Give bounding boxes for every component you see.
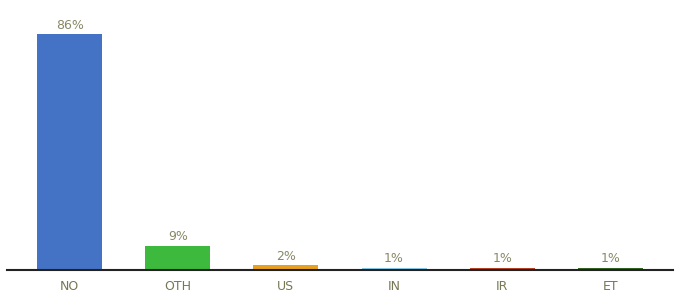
Text: 2%: 2% bbox=[276, 250, 296, 263]
Bar bbox=[362, 268, 426, 270]
Bar bbox=[146, 246, 210, 270]
Text: 1%: 1% bbox=[600, 252, 620, 266]
Bar bbox=[37, 34, 102, 270]
Bar bbox=[254, 265, 318, 270]
Text: 1%: 1% bbox=[384, 252, 404, 266]
Text: 9%: 9% bbox=[168, 230, 188, 243]
Text: 1%: 1% bbox=[492, 252, 512, 266]
Bar bbox=[470, 268, 534, 270]
Bar bbox=[578, 268, 643, 270]
Text: 86%: 86% bbox=[56, 19, 84, 32]
